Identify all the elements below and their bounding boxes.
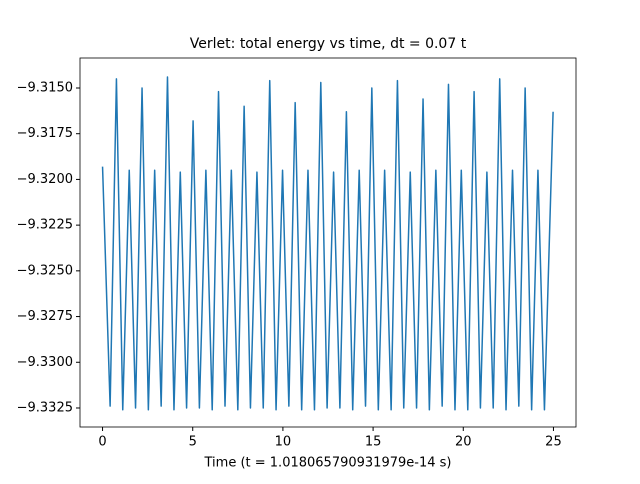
x-tick-label: 0 — [98, 435, 106, 450]
x-tick-label: 15 — [365, 435, 382, 450]
y-tick-label: −9.3150 — [17, 80, 73, 95]
line-series — [101, 76, 554, 411]
chart-title: Verlet: total energy vs time, dt = 0.07 … — [190, 36, 467, 52]
y-tick-label: −9.3275 — [17, 309, 73, 324]
plot-frame — [79, 57, 577, 428]
x-tick-label: 5 — [189, 435, 197, 450]
y-tick-label: −9.3175 — [17, 126, 73, 141]
x-tick-label: 20 — [455, 435, 472, 450]
x-tick-label: 10 — [275, 435, 292, 450]
x-tick-label: 25 — [545, 435, 562, 450]
y-tick-label: −9.3250 — [17, 263, 73, 278]
y-tick-label: −9.3300 — [17, 355, 73, 370]
x-axis-label: Time (t = 1.018065790931979e-14 s) — [204, 456, 452, 471]
y-tick-label: −9.3325 — [17, 400, 73, 415]
y-tick-label: −9.3200 — [17, 172, 73, 187]
y-tick-label: −9.3225 — [17, 218, 73, 233]
